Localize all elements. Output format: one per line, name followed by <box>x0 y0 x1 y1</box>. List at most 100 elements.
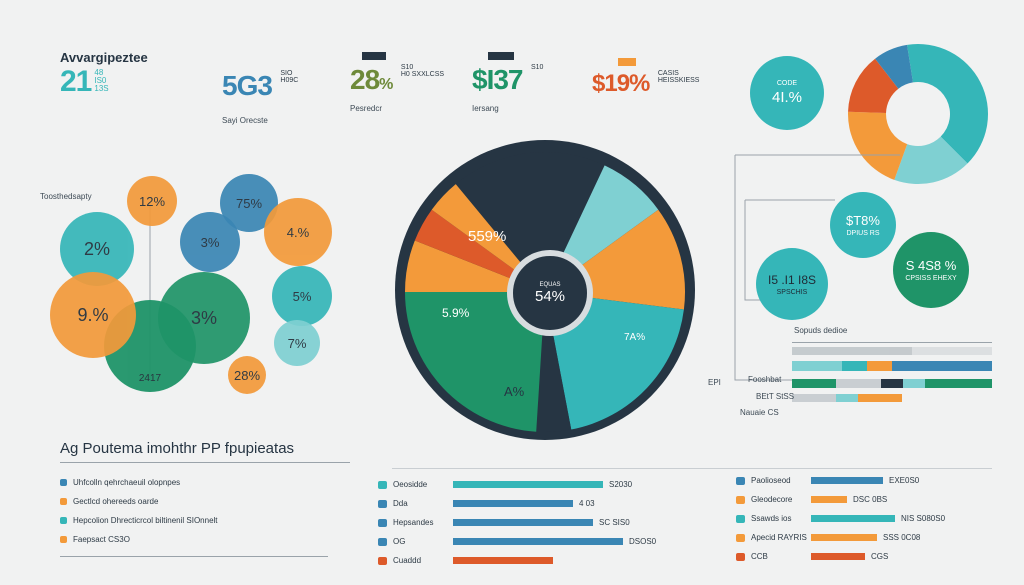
bar <box>453 538 623 545</box>
bar-row-icon <box>378 518 387 527</box>
stat-4-label: Iersang <box>472 104 499 113</box>
bottom-divider-2 <box>60 556 328 557</box>
stat-3-sub: S10 H0 SXXLCSS <box>400 64 445 78</box>
cluster-bubble-value: 75% <box>235 195 263 211</box>
cluster-bubble: 9.% <box>50 272 136 358</box>
bar-value: CGS <box>871 552 889 561</box>
bar <box>453 557 553 564</box>
bottom-right-divider <box>392 468 992 469</box>
cluster-bubble: 4.% <box>264 198 332 266</box>
right-row-label-1: Fooshbat <box>748 375 782 384</box>
legend-item: Gectlcd ohereeds oarde <box>60 497 158 506</box>
stat-5-sub: CASIS HEISSKIESS <box>657 70 700 84</box>
pie-slice <box>848 58 899 113</box>
bar-row-icon <box>378 537 387 546</box>
bar-row: Cuaddd <box>378 556 559 565</box>
bar-label: Cuaddd <box>393 556 422 565</box>
stack-row-3 <box>792 394 902 402</box>
bar-label: Gleodecore <box>751 495 793 504</box>
bar-row: CCB CGS <box>736 552 888 561</box>
bar-row-icon <box>378 556 387 565</box>
stat-1-value: 21 <box>60 65 92 98</box>
stat-2: 5G3 SIO H09C Sayi Orecste <box>222 70 298 125</box>
legend-swatch <box>60 517 67 524</box>
legend-swatch <box>60 536 67 543</box>
cluster-bubble-value: 28% <box>233 367 261 383</box>
main-pie-center-label: 54% <box>534 287 566 305</box>
pie-slice <box>875 44 913 89</box>
legend-swatch <box>60 479 67 486</box>
bar-value: NIS S080S0 <box>901 514 946 523</box>
bar-row: Paolioseod EXE0S0 <box>736 476 919 485</box>
pie-label-2: 5.9% <box>442 306 470 320</box>
bar <box>453 519 593 526</box>
stat-1-title: Avvargipeztee <box>60 50 148 65</box>
stat-5-value: $19% <box>592 70 650 97</box>
stat-5-tag <box>618 58 636 66</box>
cluster-bubble-value: 3% <box>200 234 220 250</box>
top-right-bubble-value: 4I.% <box>771 89 802 106</box>
legend-swatch <box>60 498 67 505</box>
pie-slice <box>405 292 545 432</box>
mini-bubble-2-value: S 4S8 % <box>905 258 957 273</box>
bar <box>811 477 883 484</box>
pie-slice <box>455 152 605 292</box>
bar <box>811 496 847 503</box>
legend-label: Faepsact CS3O <box>73 535 130 544</box>
cluster-bubble-value: 2% <box>83 238 110 259</box>
stat-1: Avvargipeztee 21 48 IS0 13S <box>60 50 148 99</box>
pie-label-1: 559% <box>468 228 507 245</box>
cluster-bubble: 7% <box>274 320 320 366</box>
stat-4-value: $I37 <box>472 64 523 95</box>
bar-row: Apecid RAYRIS SSS 0C08 <box>736 533 920 542</box>
bar-row-icon <box>378 480 387 489</box>
stat-2-value: 5G3 <box>222 70 273 101</box>
bar <box>811 534 877 541</box>
bar-row-icon <box>736 514 745 523</box>
bar <box>453 500 573 507</box>
cluster-bubble-value: 12% <box>138 193 166 209</box>
bar <box>811 553 865 560</box>
bottom-divider <box>60 462 350 463</box>
legend-item: Faepsact CS3O <box>60 535 130 544</box>
right-stack-bars <box>792 342 992 402</box>
stat-5: $19% CASIS HEISSKIESS <box>592 58 699 98</box>
cluster-bubble-value: 4.% <box>286 224 310 240</box>
top-right-bubble-label: CODE <box>776 80 798 87</box>
pie-slice <box>848 111 908 180</box>
legend-label: Uhfcolln qehrchaeuil olopnpes <box>73 478 181 487</box>
stack-row-1 <box>792 361 992 371</box>
stat-4-sub: S10 <box>530 64 544 71</box>
bar-row-icon <box>378 499 387 508</box>
bar-row: Gleodecore DSC 0BS <box>736 495 887 504</box>
bar-label: Paolioseod <box>751 476 791 485</box>
mini-bubble-1-value: $T8% <box>846 213 880 228</box>
main-pie-center: EQUAS 54% <box>507 250 593 336</box>
bar-row: Hepsandes SC SIS0 <box>378 518 630 527</box>
bar-value: EXE0S0 <box>889 476 920 485</box>
cluster-bubble: 12% <box>127 176 177 226</box>
stat-4: $I37 S10 Iersang <box>472 52 543 113</box>
top-right-bubble: CODE 4I.% <box>750 56 824 130</box>
bar-label: Apecid RAYRIS <box>751 533 807 542</box>
mini-bubble-1: $T8% DPIUS RS <box>830 192 896 258</box>
stat-3: 28% S10 H0 SXXLCSS Pesredcr <box>350 52 444 113</box>
stat-4-tag <box>488 52 514 60</box>
cluster-bubble-value: 7% <box>287 335 307 351</box>
bar-label: Oeosidde <box>393 480 428 489</box>
pie-slice <box>545 292 684 430</box>
main-pie-center-sub: EQUAS <box>539 281 561 288</box>
bar-value: S2030 <box>609 480 633 489</box>
mini-bubble-3: I5 .I1 I8S SPSCHIS <box>756 248 828 320</box>
bar-row-icon <box>736 552 745 561</box>
mini-bubble-2: S 4S8 % CPSISS EHEXY <box>893 232 969 308</box>
mini-bubble-3-sub: SPSCHIS <box>776 288 808 296</box>
pie-label-3: A% <box>504 384 525 399</box>
mini-bubble-3-value: I5 .I1 I8S <box>767 272 817 287</box>
pie-label-4: 7A% <box>624 332 646 343</box>
mini-bubble-2-sub: CPSISS EHEXY <box>905 275 957 282</box>
cluster-bubble-value: 2417 <box>138 373 162 384</box>
cluster-bubble: 3% <box>180 212 240 272</box>
bar-value: 4 03 <box>579 499 595 508</box>
